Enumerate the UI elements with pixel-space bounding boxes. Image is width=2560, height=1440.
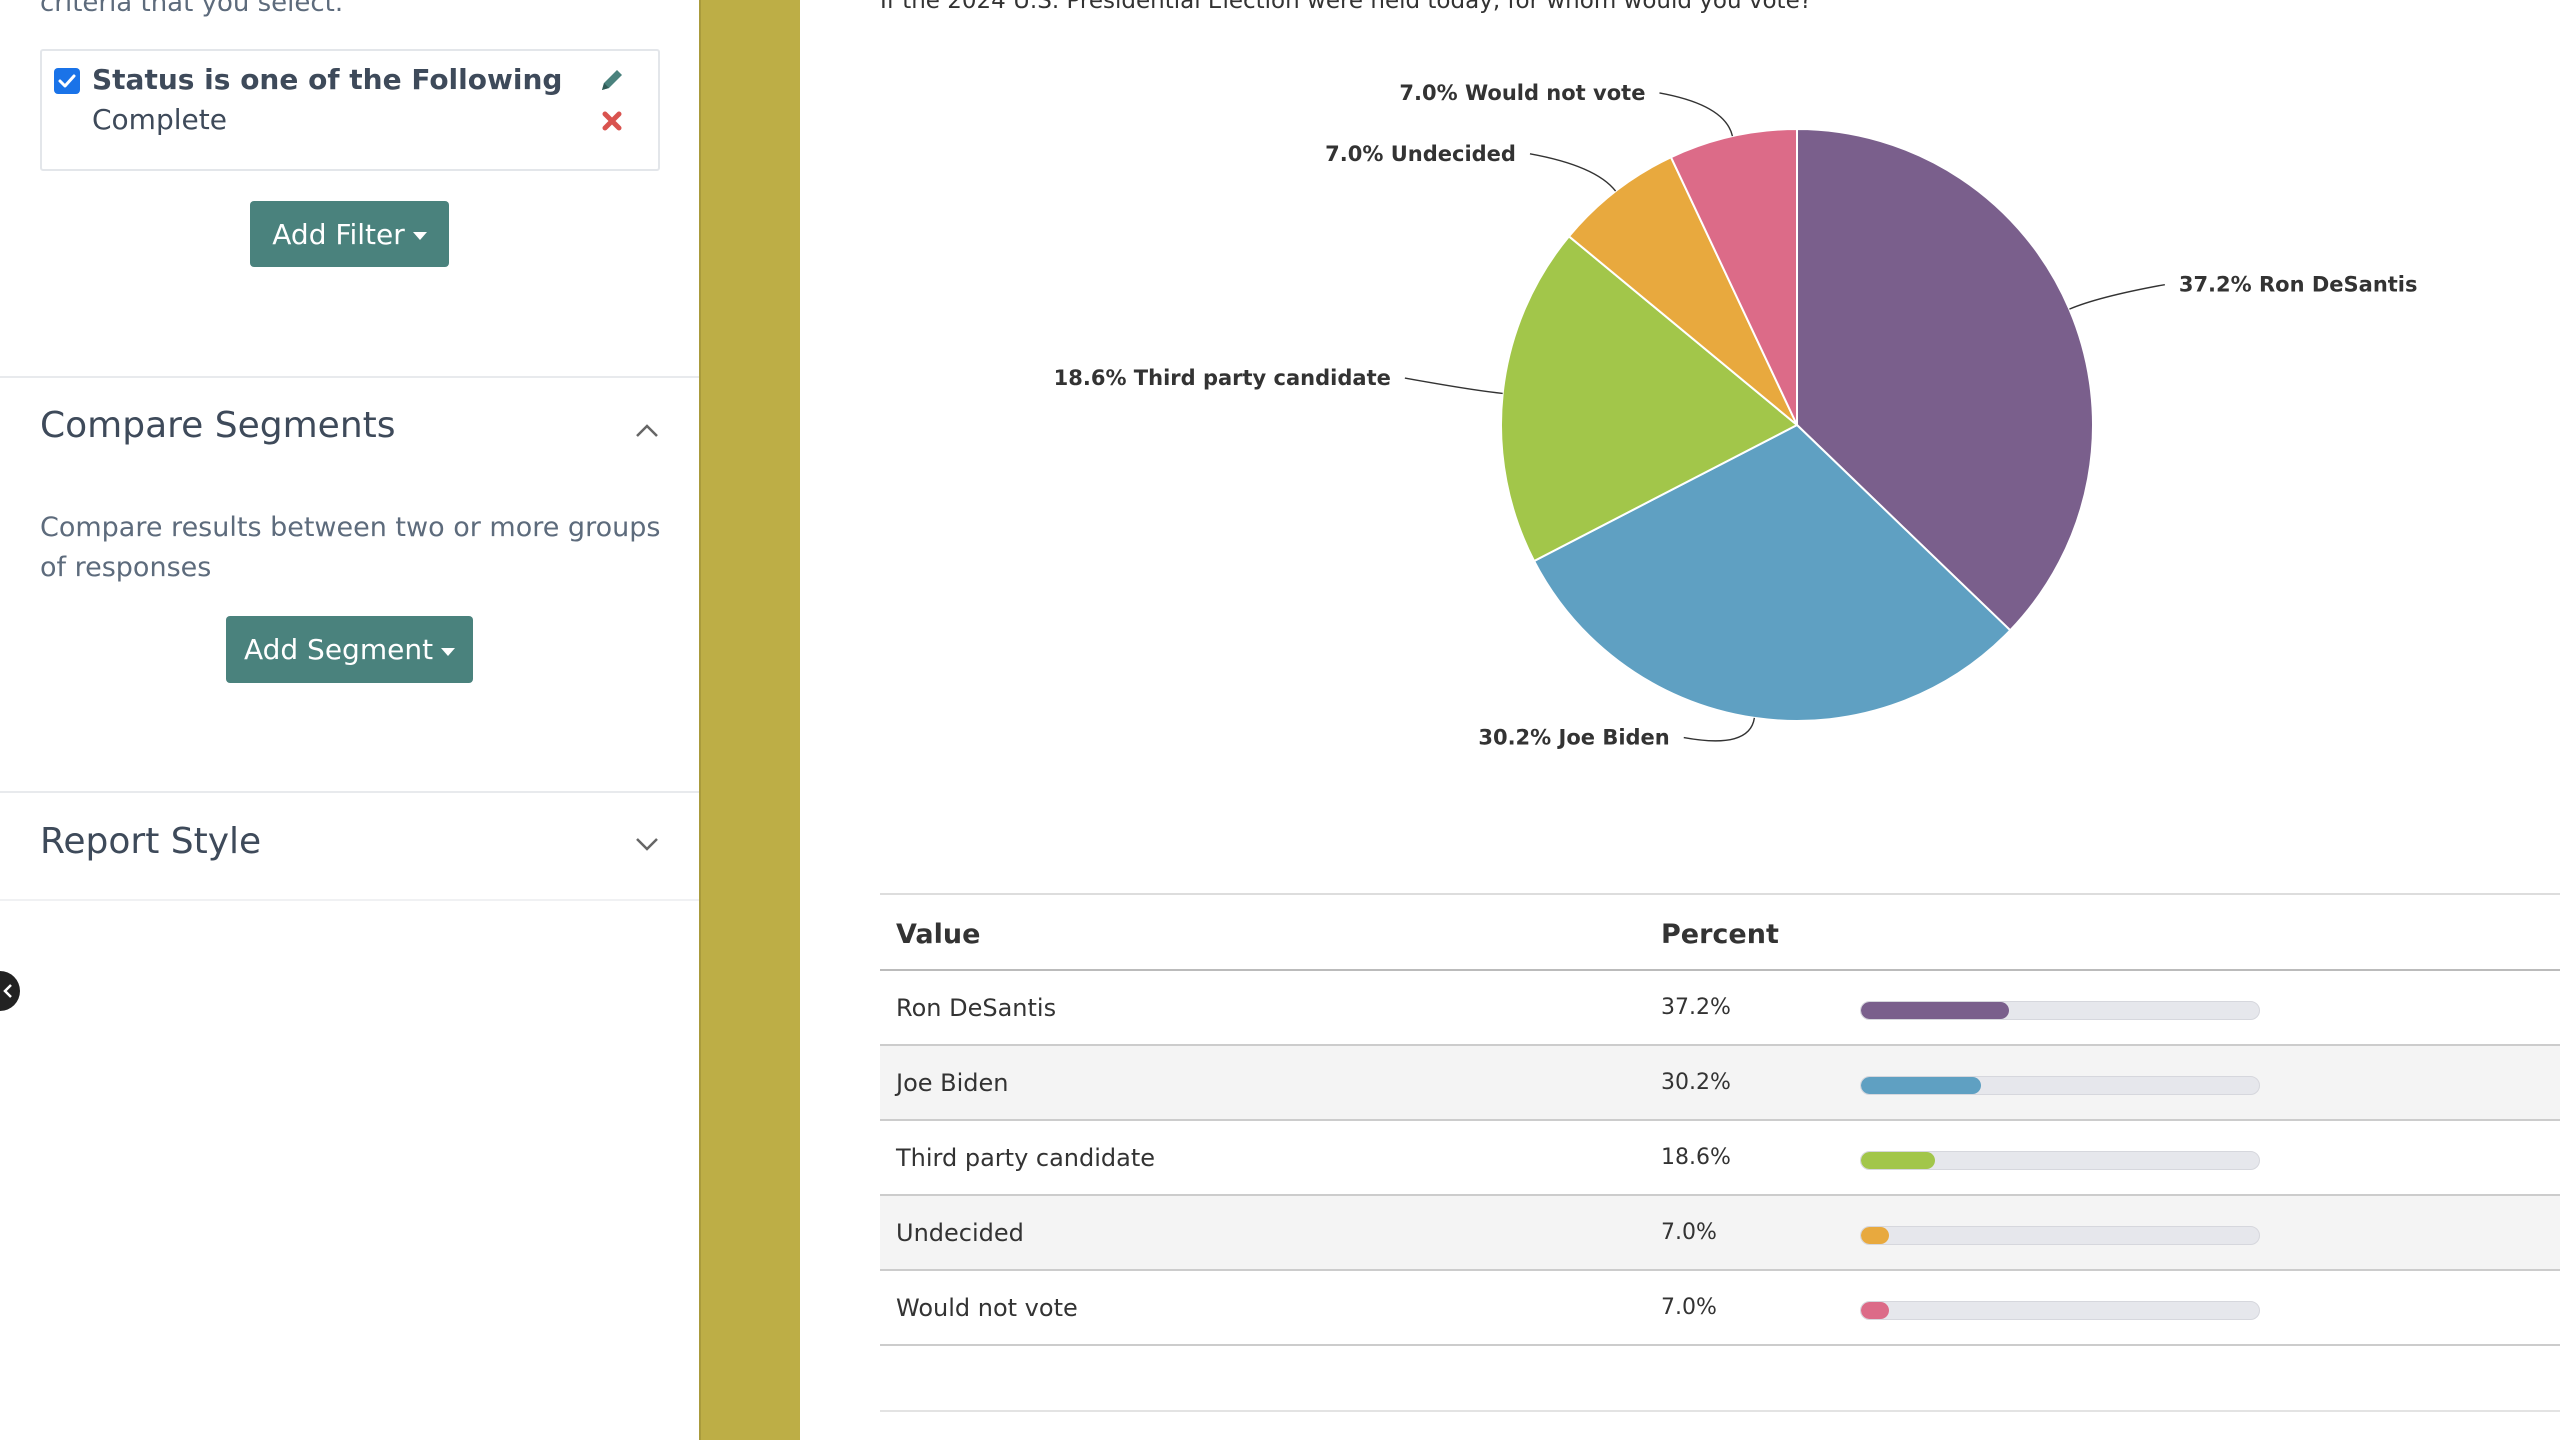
row-label: Undecided	[896, 1219, 1024, 1247]
pie-leader-line	[1404, 377, 1503, 395]
add-filter-label: Add Filter	[272, 217, 405, 251]
pie-chart: 37.2% Ron DeSantis 30.2% Joe Biden 18.6% T…	[1054, 81, 2418, 750]
row-percent: 7.0%	[1661, 1220, 1717, 1245]
header-percent: Percent	[1661, 919, 1779, 950]
question-text: If the 2024 U.S. Presidential Election w…	[880, 0, 1812, 14]
filter-value: Complete	[92, 103, 227, 136]
percent-bar-fill	[1861, 1227, 1889, 1244]
chevron-down-icon[interactable]	[634, 835, 660, 853]
table-top-rule	[880, 893, 2560, 895]
pie-slice-third-party-candidate[interactable]	[1500, 234, 1799, 563]
sidebar-resize-strip[interactable]	[699, 0, 800, 1440]
pie-label-undecided: 7.0% Undecided	[1325, 142, 1516, 166]
table-row: Third party candidate 18.6%	[880, 1121, 2560, 1196]
percent-bar-fill	[1861, 1152, 1936, 1169]
chevron-up-icon[interactable]	[634, 422, 660, 440]
add-segment-button[interactable]: Add Segment	[226, 616, 473, 683]
percent-bar	[1860, 1226, 2260, 1245]
table-row: Joe Biden 30.2%	[880, 1046, 2560, 1121]
table-row: Undecided 7.0%	[880, 1196, 2560, 1271]
filter-title: Status is one of the Following	[92, 63, 563, 96]
pie-label-would-not-vote: 7.0% Would not vote	[1399, 81, 1645, 105]
percent-bar-fill	[1861, 1077, 1982, 1094]
caret-down-icon	[412, 232, 427, 240]
table-row: Would not vote 7.0%	[880, 1271, 2560, 1346]
pie-label-joe-biden: 30.2% Joe Biden	[1478, 726, 1669, 750]
pie-slice-ron-desantis[interactable]	[1796, 127, 2094, 632]
percent-bar	[1860, 1151, 2260, 1170]
pie-label-ron-desantis: 37.2% Ron DeSantis	[2179, 273, 2418, 297]
checkmark-icon	[58, 74, 76, 88]
row-label: Ron DeSantis	[896, 994, 1057, 1022]
add-segment-label: Add Segment	[243, 633, 434, 666]
filter-checkbox[interactable]	[54, 68, 80, 94]
chevron-left-icon	[3, 984, 12, 998]
table-header: Value Percent	[880, 895, 2560, 971]
row-percent: 7.0%	[1661, 1295, 1717, 1320]
report-sidebar: criteria that you select. Status is one …	[0, 0, 699, 1440]
section-divider	[0, 899, 699, 901]
percent-bar	[1860, 1301, 2260, 1320]
row-label: Would not vote	[896, 1294, 1078, 1322]
table-row: Ron DeSantis 37.2%	[880, 971, 2560, 1046]
percent-bar-fill	[1861, 1302, 1889, 1319]
report-style-title[interactable]: Report Style	[40, 821, 262, 862]
row-label: Third party candidate	[896, 1144, 1156, 1172]
caret-down-icon	[441, 647, 456, 656]
pie-leader-line	[1659, 92, 1734, 137]
row-percent: 37.2%	[1661, 995, 1731, 1020]
percent-bar-fill	[1861, 1002, 2010, 1019]
pie-label-third-party-candidate: 18.6% Third party candidate	[1054, 366, 1391, 390]
pie-leader-line	[1529, 153, 1617, 192]
pencil-icon[interactable]	[597, 65, 627, 95]
percent-bar	[1860, 1076, 2260, 1095]
section-divider	[0, 791, 699, 793]
pie-leader-line	[2069, 283, 2165, 310]
row-percent: 18.6%	[1661, 1145, 1731, 1170]
pie-slice-undecided[interactable]	[1567, 155, 1798, 426]
sidebar-collapse-toggle[interactable]	[0, 971, 20, 1011]
x-icon[interactable]	[597, 106, 627, 136]
filter-card: Status is one of the Following Complete	[40, 49, 660, 171]
add-filter-button[interactable]: Add Filter	[250, 201, 449, 267]
compare-segments-title[interactable]: Compare Segments	[40, 405, 396, 446]
pie-leader-line	[1683, 717, 1756, 742]
percent-bar	[1860, 1001, 2260, 1020]
table-bottom-rule	[880, 1410, 2560, 1412]
section-divider	[0, 376, 699, 378]
row-percent: 30.2%	[1661, 1070, 1731, 1095]
report-main: If the 2024 U.S. Presidential Election w…	[800, 0, 2560, 1440]
header-value: Value	[896, 919, 981, 950]
compare-segments-description: Compare results between two or more grou…	[40, 512, 661, 583]
filter-intro-text: criteria that you select.	[40, 0, 344, 18]
row-label: Joe Biden	[896, 1069, 1009, 1097]
